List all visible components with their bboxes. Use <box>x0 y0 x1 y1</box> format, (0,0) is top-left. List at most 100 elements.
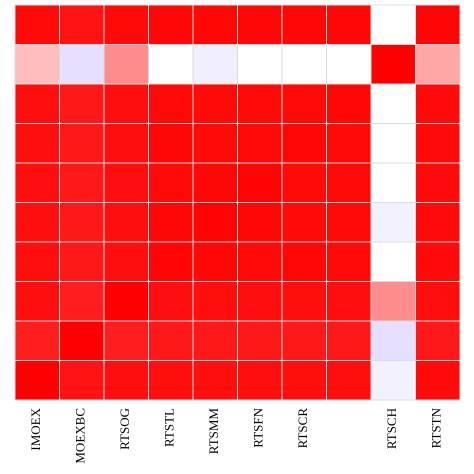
heatmap-cell <box>281 281 327 322</box>
heatmap-cell <box>59 320 105 361</box>
heatmap-cell <box>148 123 194 164</box>
heatmap-cell <box>415 162 461 203</box>
heatmap-cell <box>192 162 238 203</box>
heatmap-cell <box>103 123 149 164</box>
x-tick-label: RTSFN <box>251 407 266 447</box>
heatmap-cell <box>148 4 194 45</box>
heatmap-cell <box>281 241 327 282</box>
heatmap-cell <box>192 123 238 164</box>
heatmap-cell <box>237 83 283 124</box>
heatmap-cell <box>237 320 283 361</box>
heatmap-cell <box>103 360 149 401</box>
heatmap-cell <box>281 4 327 45</box>
heatmap-cell <box>237 4 283 45</box>
heatmap-cell <box>14 281 60 322</box>
heatmap-cell <box>192 202 238 243</box>
heatmap-cell <box>415 202 461 243</box>
heatmap-cell <box>415 360 461 401</box>
heatmap-cell <box>326 123 372 164</box>
heatmap-cell <box>192 4 238 45</box>
heatmap-cell <box>237 162 283 203</box>
heatmap-cell <box>237 123 283 164</box>
heatmap-cell <box>148 83 194 124</box>
heatmap-cell <box>237 44 283 85</box>
heatmap-cell <box>281 162 327 203</box>
heatmap-cell <box>192 241 238 282</box>
heatmap-cell <box>370 320 416 361</box>
heatmap-cell <box>14 241 60 282</box>
heatmap-cell <box>59 123 105 164</box>
heatmap-cell <box>237 281 283 322</box>
heatmap-cell <box>415 241 461 282</box>
heatmap-cell <box>326 281 372 322</box>
heatmap-cell <box>103 281 149 322</box>
heatmap-cell <box>103 44 149 85</box>
heatmap-cell <box>14 83 60 124</box>
x-tick-label: RTSCH <box>384 408 399 449</box>
heatmap-cell <box>103 241 149 282</box>
heatmap-cell <box>103 202 149 243</box>
heatmap-cell <box>148 360 194 401</box>
heatmap-cell <box>14 202 60 243</box>
heatmap-cell <box>370 44 416 85</box>
heatmap-cell <box>281 360 327 401</box>
heatmap-cell <box>370 241 416 282</box>
heatmap-cell <box>237 241 283 282</box>
heatmap-cell <box>14 360 60 401</box>
x-tick-label: RTSOG <box>117 408 132 450</box>
heatmap-cell <box>59 241 105 282</box>
heatmap-cell <box>326 44 372 85</box>
heatmap-cell <box>148 44 194 85</box>
x-tick-label: IMOEX <box>28 407 43 450</box>
heatmap-cell <box>370 202 416 243</box>
x-tick-label: RTSTN <box>429 407 444 448</box>
heatmap-cell <box>192 320 238 361</box>
heatmap-cell <box>326 360 372 401</box>
heatmap-cell <box>192 44 238 85</box>
heatmap-cell <box>14 44 60 85</box>
heatmap-cell <box>237 360 283 401</box>
heatmap-cell <box>192 281 238 322</box>
heatmap-cell <box>148 162 194 203</box>
heatmap-cell <box>326 320 372 361</box>
heatmap-cell <box>326 202 372 243</box>
heatmap-cell <box>237 202 283 243</box>
heatmap-cell <box>326 83 372 124</box>
heatmap-cell <box>192 83 238 124</box>
heatmap-cell <box>370 123 416 164</box>
heatmap-cell <box>370 281 416 322</box>
heatmap-cell <box>370 162 416 203</box>
heatmap-cell <box>103 83 149 124</box>
heatmap-cell <box>59 281 105 322</box>
heatmap-cell <box>14 162 60 203</box>
heatmap-cell <box>103 320 149 361</box>
heatmap-cell <box>148 281 194 322</box>
heatmap-cell <box>370 360 416 401</box>
heatmap-cell <box>415 83 461 124</box>
heatmap-cell <box>415 123 461 164</box>
heatmap-cell <box>192 360 238 401</box>
heatmap-cell <box>59 162 105 203</box>
heatmap-cell <box>370 83 416 124</box>
heatmap-cell <box>148 241 194 282</box>
heatmap-cell <box>14 320 60 361</box>
heatmap-cell <box>370 4 416 45</box>
heatmap-cell <box>59 202 105 243</box>
heatmap-cell <box>103 4 149 45</box>
heatmap-cell <box>415 281 461 322</box>
heatmap-cell <box>59 83 105 124</box>
heatmap-cell <box>59 44 105 85</box>
x-tick-label: RTSMM <box>206 408 221 455</box>
heatmap-cell <box>326 162 372 203</box>
heatmap-cell <box>281 44 327 85</box>
heatmap-cell <box>415 44 461 85</box>
heatmap-cell <box>415 4 461 45</box>
x-tick-label: MOEXBC <box>73 408 88 464</box>
heatmap-cell <box>415 320 461 361</box>
heatmap-cell <box>281 123 327 164</box>
heatmap-cell <box>281 202 327 243</box>
heatmap-cell <box>103 162 149 203</box>
heatmap-cell <box>326 4 372 45</box>
heatmap-cell <box>59 4 105 45</box>
